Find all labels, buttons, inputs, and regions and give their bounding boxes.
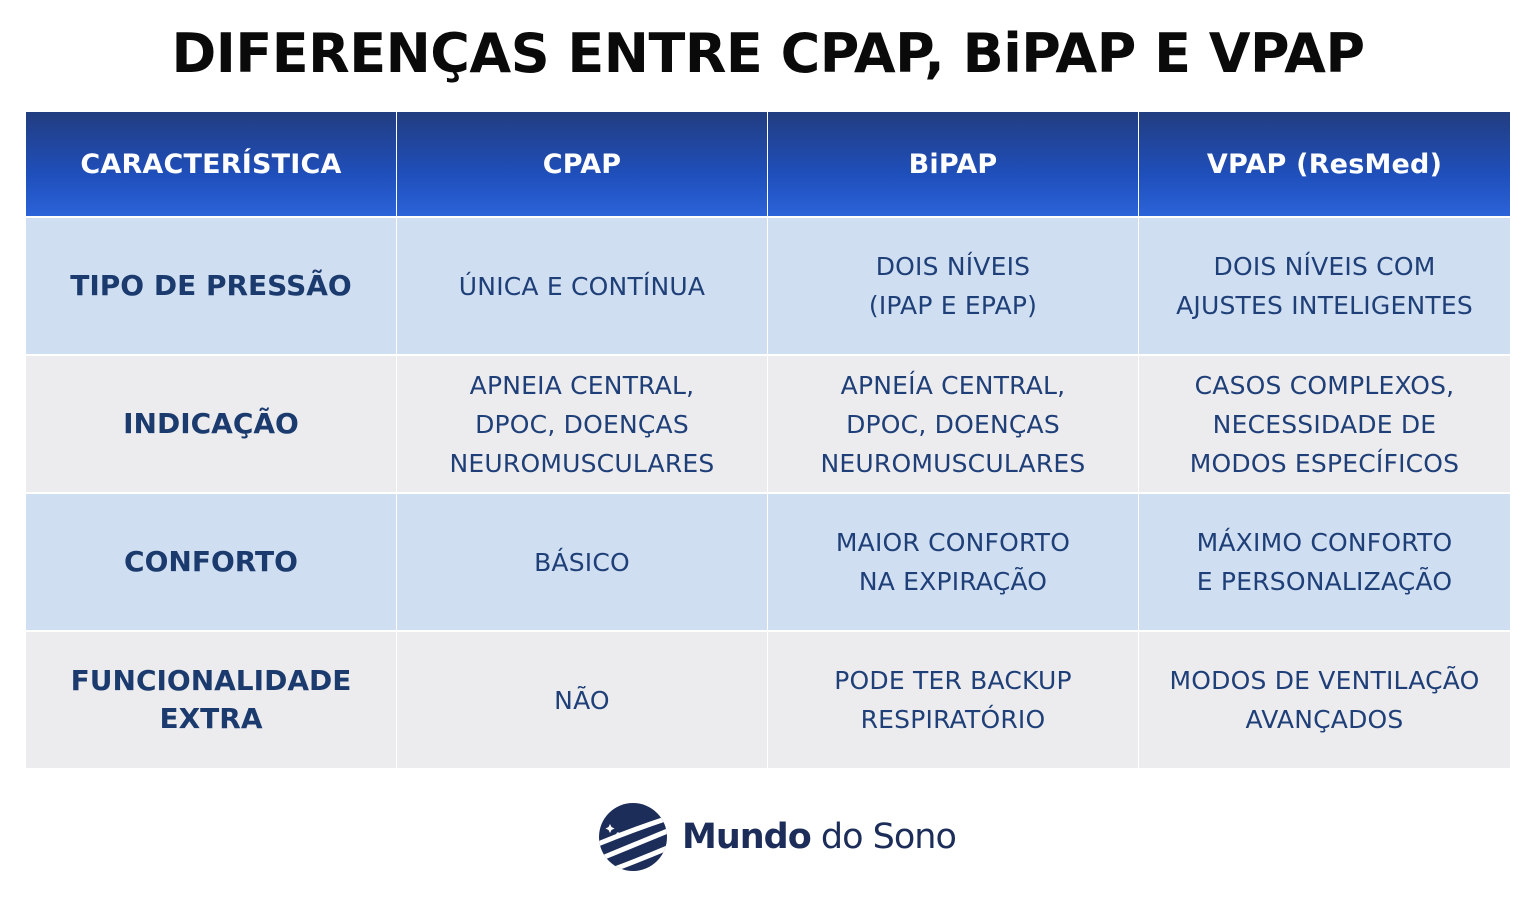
- header-vpap: VPAP (ResMed): [1139, 112, 1510, 216]
- header-cpap: CPAP: [397, 112, 767, 216]
- cell-cpap-comfort: BÁSICO: [397, 494, 767, 630]
- header-characteristic: CARACTERÍSTICA: [26, 112, 396, 216]
- cell-cpap-extra-functionality: NÃO: [397, 632, 767, 768]
- cell-cpap-pressure-type: ÚNICA E CONTÍNUA: [397, 218, 767, 354]
- brand-name-light: do Sono: [810, 817, 957, 857]
- cell-vpap-extra-functionality: MODOS DE VENTILAÇÃO AVANÇADOS: [1139, 632, 1510, 768]
- cell-bipap-extra-functionality: PODE TER BACKUP RESPIRATÓRIO: [768, 632, 1138, 768]
- header-bipap: BiPAP: [768, 112, 1138, 216]
- row-label-extra-functionality: FUNCIONALIDADE EXTRA: [26, 632, 396, 768]
- cell-bipap-pressure-type: DOIS NÍVEIS (IPAP E EPAP): [768, 218, 1138, 354]
- cell-vpap-pressure-type: DOIS NÍVEIS COM AJUSTES INTELIGENTES: [1139, 218, 1510, 354]
- page-title: DIFERENÇAS ENTRE CPAP, BiPAP E VPAP: [171, 22, 1365, 85]
- cell-cpap-indication: APNEIA CENTRAL, DPOC, DOENÇAS NEUROMUSCU…: [397, 356, 767, 492]
- cell-vpap-indication: CASOS COMPLEXOS, NECESSIDADE DE MODOS ES…: [1139, 356, 1510, 492]
- brand-name: Mundo do Sono: [682, 817, 957, 857]
- brand-logo: Mundo do Sono: [596, 800, 957, 874]
- comparison-table: CARACTERÍSTICA CPAP BiPAP VPAP (ResMed) …: [26, 112, 1510, 768]
- cell-vpap-comfort: MÁXIMO CONFORTO E PERSONALIZAÇÃO: [1139, 494, 1510, 630]
- brand-name-bold: Mundo: [682, 817, 812, 857]
- cell-bipap-indication: APNEÍA CENTRAL, DPOC, DOENÇAS NEUROMUSCU…: [768, 356, 1138, 492]
- cell-bipap-comfort: MAIOR CONFORTO NA EXPIRAÇÃO: [768, 494, 1138, 630]
- row-label-pressure-type: TIPO DE PRESSÃO: [26, 218, 396, 354]
- row-label-indication: INDICAÇÃO: [26, 356, 396, 492]
- row-label-comfort: CONFORTO: [26, 494, 396, 630]
- globe-moon-icon: [596, 800, 670, 874]
